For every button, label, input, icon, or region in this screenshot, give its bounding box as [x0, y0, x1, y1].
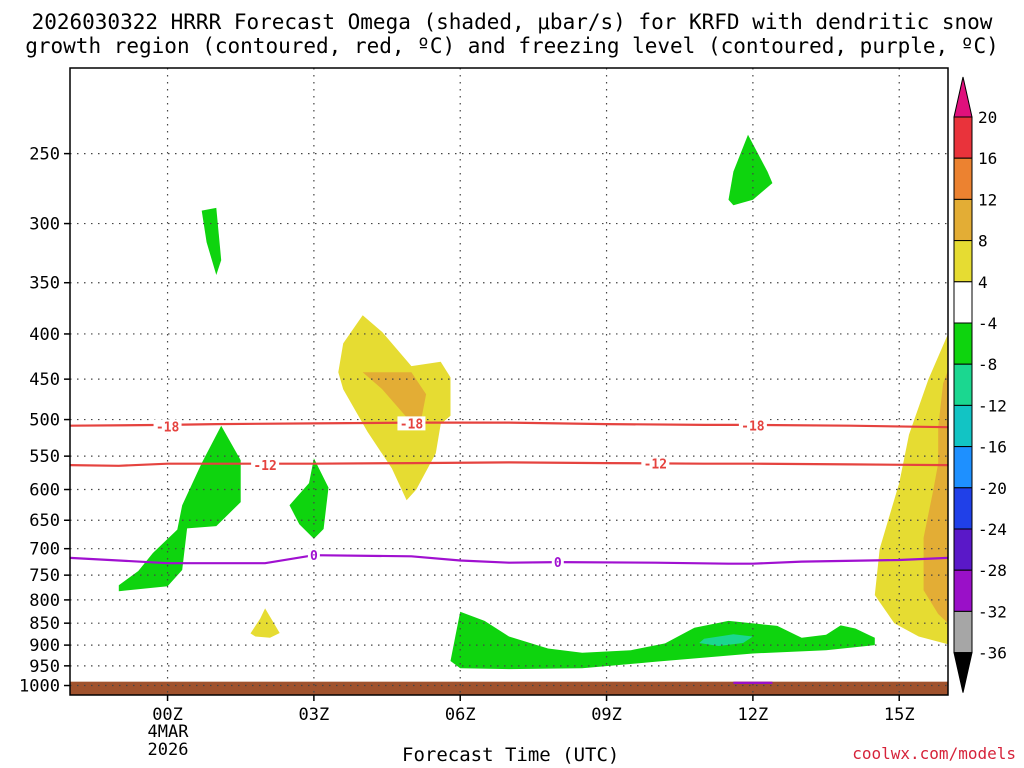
shaded-omega-minus8-low-band [699, 634, 753, 646]
colorbar-label-12: 12 [978, 190, 997, 209]
x-sublabel-date: 4MAR [147, 722, 189, 742]
shaded-omega-minus4-low-left [118, 425, 241, 592]
contour-label-5: 0 [310, 549, 318, 564]
colorbar-bin-16_20 [953, 116, 973, 159]
y-tick-label-600: 600 [29, 481, 60, 501]
credit-link[interactable]: coolwx.com/models [852, 744, 1016, 763]
colorbar-bin--8_-4 [953, 322, 973, 365]
contour-dendritic-bottom [70, 461, 948, 467]
x-tick-label-12Z: 12Z [738, 705, 769, 725]
shaded-omega-minus4-mid [289, 458, 329, 539]
y-tick-label-950: 950 [29, 657, 60, 677]
y-tick-label-400: 400 [29, 325, 60, 345]
colorbar-bin--4_4 [953, 281, 973, 324]
colorbar-bin--32_-28 [953, 569, 973, 612]
contour-freezing-level [70, 554, 948, 565]
x-tick-label-06Z: 06Z [445, 705, 476, 725]
y-tick-label-450: 450 [29, 370, 60, 390]
chart-title-line1: 2026030322 HRRR Forecast Omega (shaded, … [31, 10, 993, 34]
y-tick-label-300: 300 [29, 215, 60, 235]
below-ground [70, 681, 948, 695]
colorbar-label--32: -32 [978, 602, 1007, 621]
x-axis-title: Forecast Time (UTC) [402, 744, 620, 766]
plot-frame [69, 67, 949, 696]
colorbar-bin--24_-20 [953, 487, 973, 530]
colorbar-label--24: -24 [978, 520, 1007, 539]
shaded-omega-minus4-top-right [728, 134, 773, 206]
contour-label-6: 0 [554, 556, 562, 571]
y-tick-label-650: 650 [29, 511, 60, 531]
colorbar-label--8: -8 [978, 355, 997, 374]
shaded-omega-plus8-right [923, 370, 948, 624]
x-tick-label-09Z: 09Z [591, 705, 622, 725]
colorbar-bin--12_-8 [953, 363, 973, 406]
colorbar-bin--36_-32 [953, 610, 973, 654]
y-tick-label-900: 900 [29, 636, 60, 656]
y-tick-label-700: 700 [29, 540, 60, 560]
colorbar-label--12: -12 [978, 396, 1007, 415]
x-sublabel-year: 2026 [147, 740, 189, 760]
contour-dendritic-top [70, 421, 948, 429]
x-tick-label-15Z: 15Z [884, 705, 915, 725]
y-tick-label-750: 750 [29, 566, 60, 586]
colorbar-label--20: -20 [978, 479, 1007, 498]
colorbar-bin-12_16 [953, 157, 973, 200]
colorbar-bin--28_-24 [953, 528, 973, 571]
colorbar-label--36: -36 [978, 644, 1007, 663]
contour-label-1: -18 [400, 417, 424, 432]
contour-label-bg-1 [397, 416, 426, 431]
colorbar-label-4: 4 [978, 273, 988, 292]
contour-label-4: -12 [644, 458, 667, 473]
shaded-omega-plus4-small [250, 608, 280, 638]
y-tick-label-500: 500 [29, 411, 60, 431]
contour-label-0: -18 [156, 420, 180, 435]
y-tick-label-1000: 1000 [19, 677, 60, 697]
colorbar-bin--16_-12 [953, 404, 973, 448]
colorbar-bin--20_-16 [953, 446, 973, 489]
contour-label-bg-4 [641, 456, 670, 471]
colorbar-label--28: -28 [978, 561, 1007, 580]
shaded-omega-plus4-mid [338, 315, 451, 501]
shaded-omega-plus8-mid [362, 372, 427, 420]
colorbar-label--16: -16 [978, 438, 1007, 457]
colorbar-label-8: 8 [978, 232, 988, 251]
colorbar-label-20: 20 [978, 108, 997, 127]
x-tick-label-03Z: 03Z [299, 705, 330, 725]
contour-label-bg-2 [738, 418, 767, 433]
colorbar-bin-8_12 [953, 198, 973, 242]
shaded-omega-minus4-top-left [201, 207, 222, 275]
colorbar-bin-4_8 [953, 240, 973, 283]
contour-label-bg-0 [153, 419, 182, 434]
colorbar-label-16: 16 [978, 149, 997, 168]
x-tick-label-00Z: 00Z [152, 705, 183, 725]
contour-label-2: -18 [741, 420, 765, 435]
contour-label-bg-3 [251, 458, 280, 473]
y-tick-label-250: 250 [29, 145, 60, 165]
contour-label-bg-5 [307, 548, 320, 563]
contour-label-3: -12 [253, 459, 276, 474]
chart-title-line2: growth region (contoured, red, ºC) and f… [25, 34, 999, 58]
y-tick-label-550: 550 [29, 447, 60, 467]
y-tick-label-850: 850 [29, 614, 60, 634]
shaded-surface-pocket [733, 681, 773, 684]
colorbar-under-arrow [953, 652, 973, 693]
y-tick-label-350: 350 [29, 274, 60, 294]
contour-label-bg-6 [551, 555, 564, 570]
shaded-omega-minus4-low-band [450, 611, 875, 670]
colorbar-label--4: -4 [978, 314, 997, 333]
y-tick-label-800: 800 [29, 591, 60, 611]
plot-area: -18 -18 -18 -12 -12 0 0 [70, 68, 948, 695]
colorbar-over-arrow [953, 76, 973, 118]
